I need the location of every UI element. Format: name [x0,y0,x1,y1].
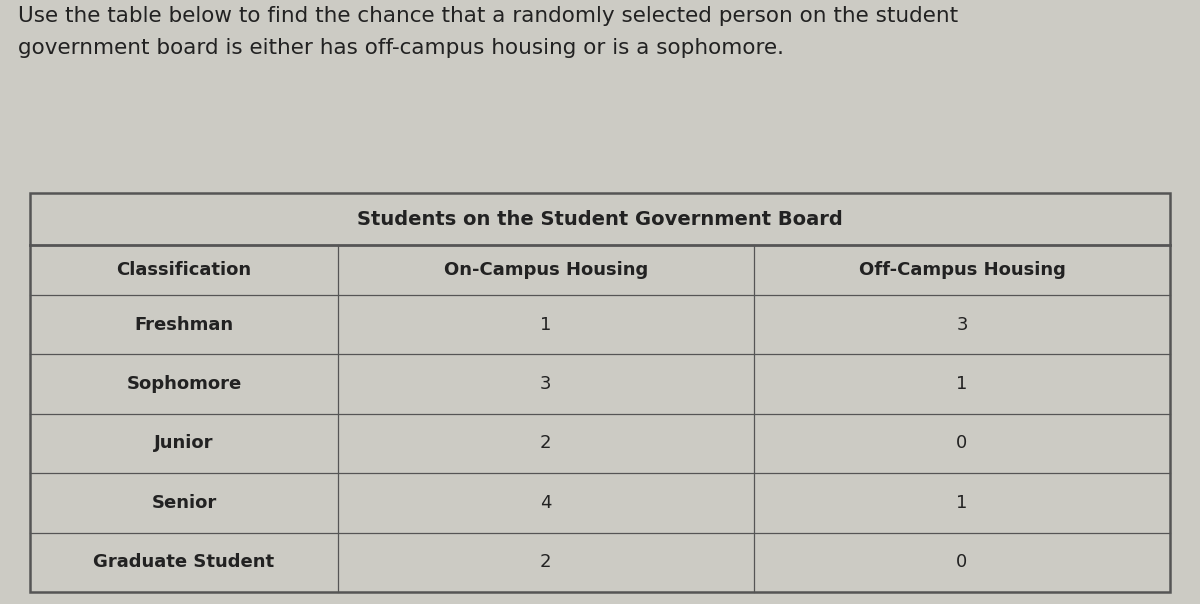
Text: Classification: Classification [116,261,252,279]
Text: 2: 2 [540,434,552,452]
Text: Senior: Senior [151,494,216,512]
Text: 0: 0 [956,553,967,571]
Text: 0: 0 [956,434,967,452]
Text: Freshman: Freshman [134,316,234,333]
Text: Use the table below to find the chance that a randomly selected person on the st: Use the table below to find the chance t… [18,6,958,58]
Text: 3: 3 [956,316,967,333]
Text: Junior: Junior [154,434,214,452]
Text: 1: 1 [540,316,552,333]
Text: 1: 1 [956,375,967,393]
Text: 2: 2 [540,553,552,571]
Text: 3: 3 [540,375,552,393]
Text: Off-Campus Housing: Off-Campus Housing [858,261,1066,279]
Text: Sophomore: Sophomore [126,375,241,393]
Text: 1: 1 [956,494,967,512]
Text: Graduate Student: Graduate Student [94,553,275,571]
Text: On-Campus Housing: On-Campus Housing [444,261,648,279]
Text: 4: 4 [540,494,552,512]
Text: Students on the Student Government Board: Students on the Student Government Board [358,210,842,229]
